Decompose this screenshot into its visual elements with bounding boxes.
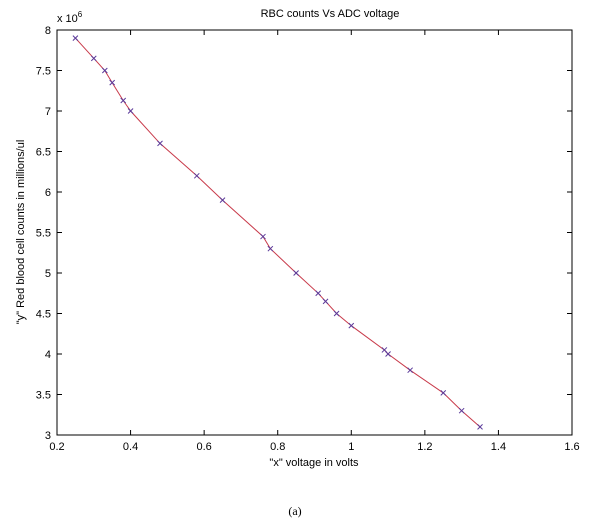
chart-title: RBC counts Vs ADC voltage bbox=[261, 8, 400, 20]
data-point bbox=[315, 290, 322, 297]
x-tick-label: 0.6 bbox=[196, 441, 211, 453]
data-markers bbox=[72, 35, 483, 430]
x-tick-label: 1 bbox=[348, 441, 354, 453]
x-tick-label: 0.2 bbox=[49, 441, 64, 453]
data-point bbox=[333, 310, 340, 317]
y-tick-label: 5 bbox=[45, 268, 51, 280]
data-point bbox=[193, 172, 200, 179]
data-point bbox=[322, 298, 329, 305]
chart: RBC counts Vs ADC voltage x 106 0.2 0.4 0.… bbox=[15, 8, 580, 469]
x-axis-label: "x" voltage in volts bbox=[269, 457, 359, 469]
y-tick-label: 3.5 bbox=[36, 390, 51, 402]
y-tick-label: 6 bbox=[45, 187, 51, 199]
y-tick-label: 3 bbox=[45, 430, 51, 442]
y-tick-label: 7.5 bbox=[36, 66, 51, 78]
x-axis-ticks: 0.2 0.4 0.6 0.8 1 1.2 1.4 1.6 bbox=[49, 30, 580, 453]
data-point bbox=[458, 407, 465, 414]
x-tick-label: 0.8 bbox=[270, 441, 285, 453]
x-tick-label: 1.6 bbox=[564, 441, 579, 453]
series-line bbox=[75, 37, 481, 428]
data-point bbox=[477, 424, 483, 430]
data-point bbox=[440, 390, 447, 396]
data-point bbox=[157, 140, 163, 147]
data-point bbox=[101, 67, 108, 74]
data-point bbox=[293, 270, 299, 276]
data-point bbox=[72, 35, 79, 41]
data-point bbox=[348, 322, 355, 329]
y-tick-label: 7 bbox=[45, 106, 51, 118]
figure-caption: (a) bbox=[288, 504, 302, 518]
data-point bbox=[385, 351, 391, 357]
plot-area bbox=[56, 29, 573, 436]
data-point bbox=[120, 97, 127, 104]
y-tick-label: 6.5 bbox=[36, 147, 51, 159]
data-point bbox=[407, 367, 413, 374]
y-tick-label: 8 bbox=[45, 25, 51, 37]
y-tick-label: 5.5 bbox=[36, 228, 51, 240]
data-point bbox=[267, 245, 274, 252]
data-point bbox=[90, 55, 97, 62]
data-point bbox=[260, 233, 266, 240]
y-multiplier-base: x 10 bbox=[57, 13, 78, 25]
y-axis-label: "y" Red blood cell counts in millions/ul bbox=[15, 140, 27, 325]
y-multiplier-exp: 6 bbox=[78, 10, 83, 19]
data-point bbox=[127, 108, 134, 114]
y-tick-label: 4.5 bbox=[36, 309, 51, 321]
x-tick-label: 1.4 bbox=[491, 441, 506, 453]
data-point bbox=[109, 79, 116, 86]
y-tick-label: 4 bbox=[45, 349, 51, 361]
y-multiplier: x 106 bbox=[57, 10, 83, 25]
x-tick-label: 1.2 bbox=[417, 441, 432, 453]
x-tick-label: 0.4 bbox=[123, 441, 138, 453]
data-point bbox=[219, 197, 226, 203]
y-axis-ticks: 3 3.5 4 4.5 5 5.5 6 6.5 7 7.5 8 bbox=[36, 25, 572, 442]
